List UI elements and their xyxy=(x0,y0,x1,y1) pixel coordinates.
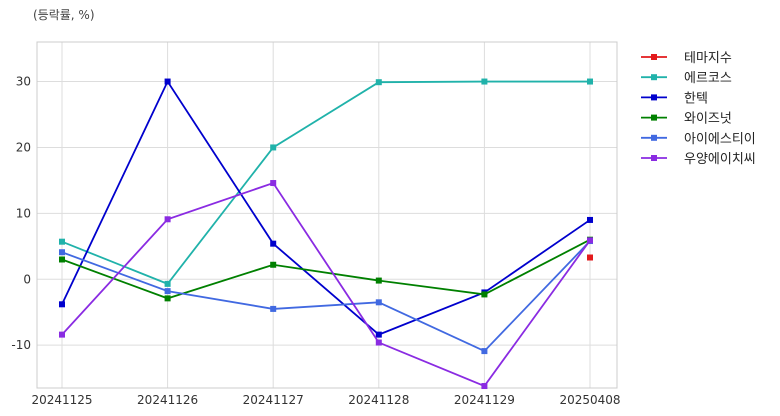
legend-label: 테마지수 xyxy=(684,51,732,66)
y-tick-label: 10 xyxy=(16,206,31,220)
data-point xyxy=(587,216,593,223)
x-tick-label: 20241128 xyxy=(348,393,409,407)
unit-label: (등락률, %) xyxy=(33,8,95,22)
series-layer xyxy=(59,78,593,390)
data-point xyxy=(375,299,382,306)
series-line xyxy=(61,79,591,336)
data-point xyxy=(481,383,488,390)
data-point xyxy=(164,78,171,85)
series-6 xyxy=(59,180,593,390)
series-2 xyxy=(59,78,593,287)
legend-item: 테마지수 xyxy=(641,51,732,66)
series-1 xyxy=(587,254,593,261)
grid xyxy=(37,42,617,388)
legend-marker xyxy=(651,114,657,121)
data-point xyxy=(481,348,488,355)
legend-marker xyxy=(651,54,657,60)
legend-label: 우양에이치씨 xyxy=(684,152,756,167)
series-line xyxy=(61,238,591,300)
data-point xyxy=(375,277,382,284)
data-point xyxy=(270,180,277,187)
series-line xyxy=(61,80,590,285)
data-point xyxy=(587,254,593,261)
data-point xyxy=(270,261,277,268)
series-line xyxy=(61,240,591,353)
data-point xyxy=(164,288,171,295)
data-point xyxy=(375,339,382,346)
legend-marker xyxy=(651,74,657,81)
x-tick-label: 20250408 xyxy=(559,393,620,407)
legend-marker xyxy=(651,94,657,101)
x-axis: 20241125 20241126 20241127 20241128 20241129… xyxy=(31,393,620,407)
legend-item: 한텍 xyxy=(641,91,708,106)
data-point xyxy=(59,301,65,308)
legend-item: 우양에이치씨 xyxy=(641,152,756,167)
legend-item: 아이에스티이 xyxy=(641,132,756,147)
plot-frame xyxy=(36,41,618,389)
series-3 xyxy=(59,78,593,338)
data-point xyxy=(270,144,277,151)
legend-label: 와이즈넛 xyxy=(684,112,732,127)
y-tick-label: 20 xyxy=(16,140,31,154)
data-point xyxy=(59,249,65,256)
data-point xyxy=(59,256,65,263)
y-axis: 30 20 10 0 -10 xyxy=(11,75,31,353)
legend-marker xyxy=(651,134,657,141)
data-point xyxy=(481,291,488,298)
series-line xyxy=(61,181,591,388)
data-point xyxy=(59,238,65,245)
x-tick-label: 20241127 xyxy=(243,393,304,407)
series-5 xyxy=(59,238,593,355)
data-point xyxy=(164,280,171,287)
legend-item: 와이즈넛 xyxy=(641,112,732,127)
data-point xyxy=(59,331,65,338)
x-tick-label: 20241125 xyxy=(31,393,92,407)
data-point xyxy=(375,331,382,338)
y-tick-label: -10 xyxy=(11,338,31,352)
data-point xyxy=(270,305,277,312)
y-tick-label: 0 xyxy=(23,272,31,286)
data-point xyxy=(375,79,382,86)
legend-label: 아이에스티이 xyxy=(684,132,756,147)
y-tick-label: 30 xyxy=(16,75,31,89)
x-tick-label: 20241126 xyxy=(137,393,198,407)
legend-label: 에르코스 xyxy=(684,71,732,86)
data-point xyxy=(270,240,277,247)
series-4 xyxy=(59,236,593,302)
legend-item: 에르코스 xyxy=(641,71,732,86)
legend-marker xyxy=(651,155,657,161)
legend-label: 한텍 xyxy=(684,91,708,106)
x-tick-label: 20241129 xyxy=(454,393,515,407)
data-point xyxy=(587,78,593,85)
data-point xyxy=(164,295,171,302)
data-point xyxy=(164,216,171,223)
data-point xyxy=(587,237,593,244)
data-point xyxy=(481,78,488,85)
